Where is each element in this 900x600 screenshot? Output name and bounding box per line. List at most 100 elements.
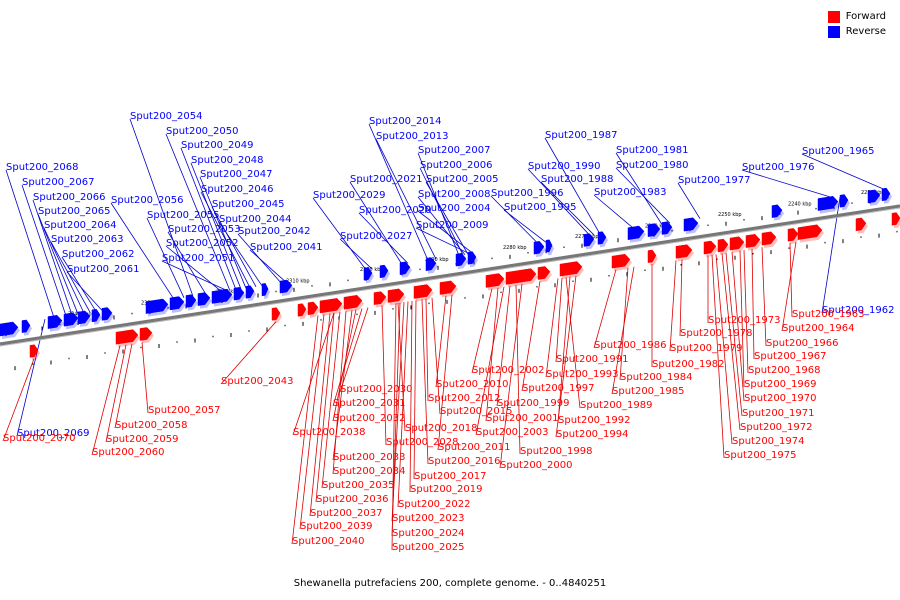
gene-label: Sput200_2060 — [92, 447, 165, 458]
reverse-gene-glyph — [545, 239, 553, 253]
forward-gene-glyph — [439, 280, 457, 295]
leader-line — [391, 303, 397, 551]
reverse-gene-glyph-shadow — [586, 236, 596, 250]
leader-line — [5, 169, 55, 318]
forward-gene-glyph — [717, 238, 729, 253]
gene-label: Sput200_2005 — [426, 174, 499, 185]
gene-label: Sput200_2013 — [376, 131, 449, 142]
gene-label: Sput200_1991 — [556, 354, 629, 365]
forward-gene-glyph — [675, 244, 693, 259]
reverse-gene-glyph — [839, 194, 849, 208]
gene-label: Sput200_2065 — [38, 206, 111, 217]
leader-line — [167, 231, 207, 295]
reverse-gene-glyph-shadow — [402, 264, 412, 278]
leader-line — [299, 314, 325, 530]
reverse-gene-glyph-shadow — [664, 224, 674, 238]
forward-gene-glyph — [761, 231, 777, 246]
leader-line — [291, 315, 319, 545]
leader-line — [485, 287, 499, 422]
reverse-gene-glyph — [91, 308, 101, 323]
gene-label: Sput200_1966 — [766, 338, 839, 349]
gene-label: Sput200_1968 — [748, 365, 821, 376]
forward-gene-glyph — [319, 298, 343, 314]
reverse-gene-glyph-shadow — [820, 199, 840, 214]
reverse-gene-glyph-shadow — [470, 254, 478, 268]
leader-line — [312, 197, 367, 271]
gene-label: Sput200_2046 — [201, 184, 274, 195]
reverse-gene-glyph-shadow — [104, 310, 114, 324]
leader-line — [725, 252, 743, 417]
reverse-gene-glyph-shadow — [650, 226, 662, 240]
gene-label: Sput200_1983 — [594, 187, 667, 198]
leader-line — [110, 202, 175, 300]
forward-gene-glyph-shadow — [300, 306, 308, 320]
reverse-gene-glyph — [771, 204, 783, 218]
forward-gene-glyph-shadow — [858, 220, 868, 234]
gene-label: Sput200_2047 — [200, 169, 273, 180]
forward-gene-glyph-shadow — [142, 330, 154, 344]
reverse-gene-glyph — [817, 196, 839, 211]
gene-label: Sput200_1967 — [754, 351, 827, 362]
gene-label: Sput200_2031 — [333, 398, 406, 409]
leader-line — [114, 343, 133, 429]
forward-gene-glyph-shadow — [650, 252, 658, 266]
gene-label: Sput200_2014 — [369, 116, 442, 127]
reverse-gene-glyph — [211, 288, 233, 304]
forward-gene-glyph-shadow — [488, 276, 506, 291]
reverse-gene-glyph-shadow — [24, 322, 32, 336]
leader-line — [781, 241, 797, 332]
reverse-gene-glyph — [77, 310, 91, 325]
legend-label-forward: Forward — [845, 11, 886, 22]
leader-line — [425, 298, 429, 402]
leader-line — [37, 213, 79, 315]
reverse-gene-glyph-shadow — [2, 325, 20, 339]
reverse-gene-glyph — [597, 231, 607, 245]
leader-line — [2, 358, 35, 442]
leader-line — [721, 253, 741, 431]
reverse-gene-glyph — [583, 233, 595, 247]
gene-label: Sput200_2067 — [22, 177, 95, 188]
reverse-gene-glyph-shadow — [148, 302, 170, 317]
reverse-gene-glyph — [867, 189, 881, 204]
gene-label: Sput200_2039 — [300, 521, 373, 532]
gene-label: Sput200_2042 — [238, 226, 311, 237]
gene-label: Sput200_2056 — [111, 195, 184, 206]
forward-gene-glyph — [307, 301, 319, 316]
gene-label: Sput200_2024 — [392, 528, 465, 539]
forward-gene-glyph — [787, 228, 799, 242]
gene-label: Sput200_2045 — [212, 199, 285, 210]
reverse-gene-glyph-shadow — [630, 229, 646, 243]
gene-label: Sput200_2011 — [438, 442, 511, 453]
gene-label: Sput200_1995 — [504, 202, 577, 213]
gene-label: Sput200_2004 — [418, 203, 491, 214]
leader-line — [332, 308, 363, 407]
leader-line — [321, 311, 341, 489]
gene-label: Sput200_2069 — [17, 428, 90, 439]
forward-gene-glyph-shadow — [376, 294, 388, 308]
leader-line — [61, 256, 97, 312]
gene-label: Sput200_2066 — [33, 192, 106, 203]
reverse-gene-glyph — [425, 257, 437, 271]
leader-line — [220, 321, 277, 385]
gene-label: Sput200_1990 — [528, 161, 601, 172]
reverse-gene-glyph — [363, 267, 373, 281]
leader-line — [496, 285, 511, 407]
reverse-gene-glyph — [233, 287, 245, 301]
leader-line — [309, 313, 331, 517]
leader-line — [503, 209, 547, 243]
gene-label: Sput200_1965 — [802, 146, 875, 157]
reverse-gene-glyph — [279, 279, 293, 294]
gene-label: Sput200_2044 — [219, 214, 292, 225]
gene-label: Sput200_1984 — [620, 372, 693, 383]
leader-line — [180, 147, 237, 290]
gene-label: Sput200_2055 — [147, 210, 220, 221]
reverse-gene-glyph — [197, 292, 211, 306]
leader-line — [761, 247, 767, 347]
reverse-gene-glyph — [399, 261, 411, 275]
leader-line — [417, 210, 474, 254]
forward-gene-glyph-shadow — [732, 239, 746, 254]
legend-swatch-forward — [827, 10, 840, 23]
gene-label: Sput200_2028 — [386, 437, 459, 448]
leader-line — [431, 297, 441, 415]
gene-label: Sput200_2061 — [67, 264, 140, 275]
